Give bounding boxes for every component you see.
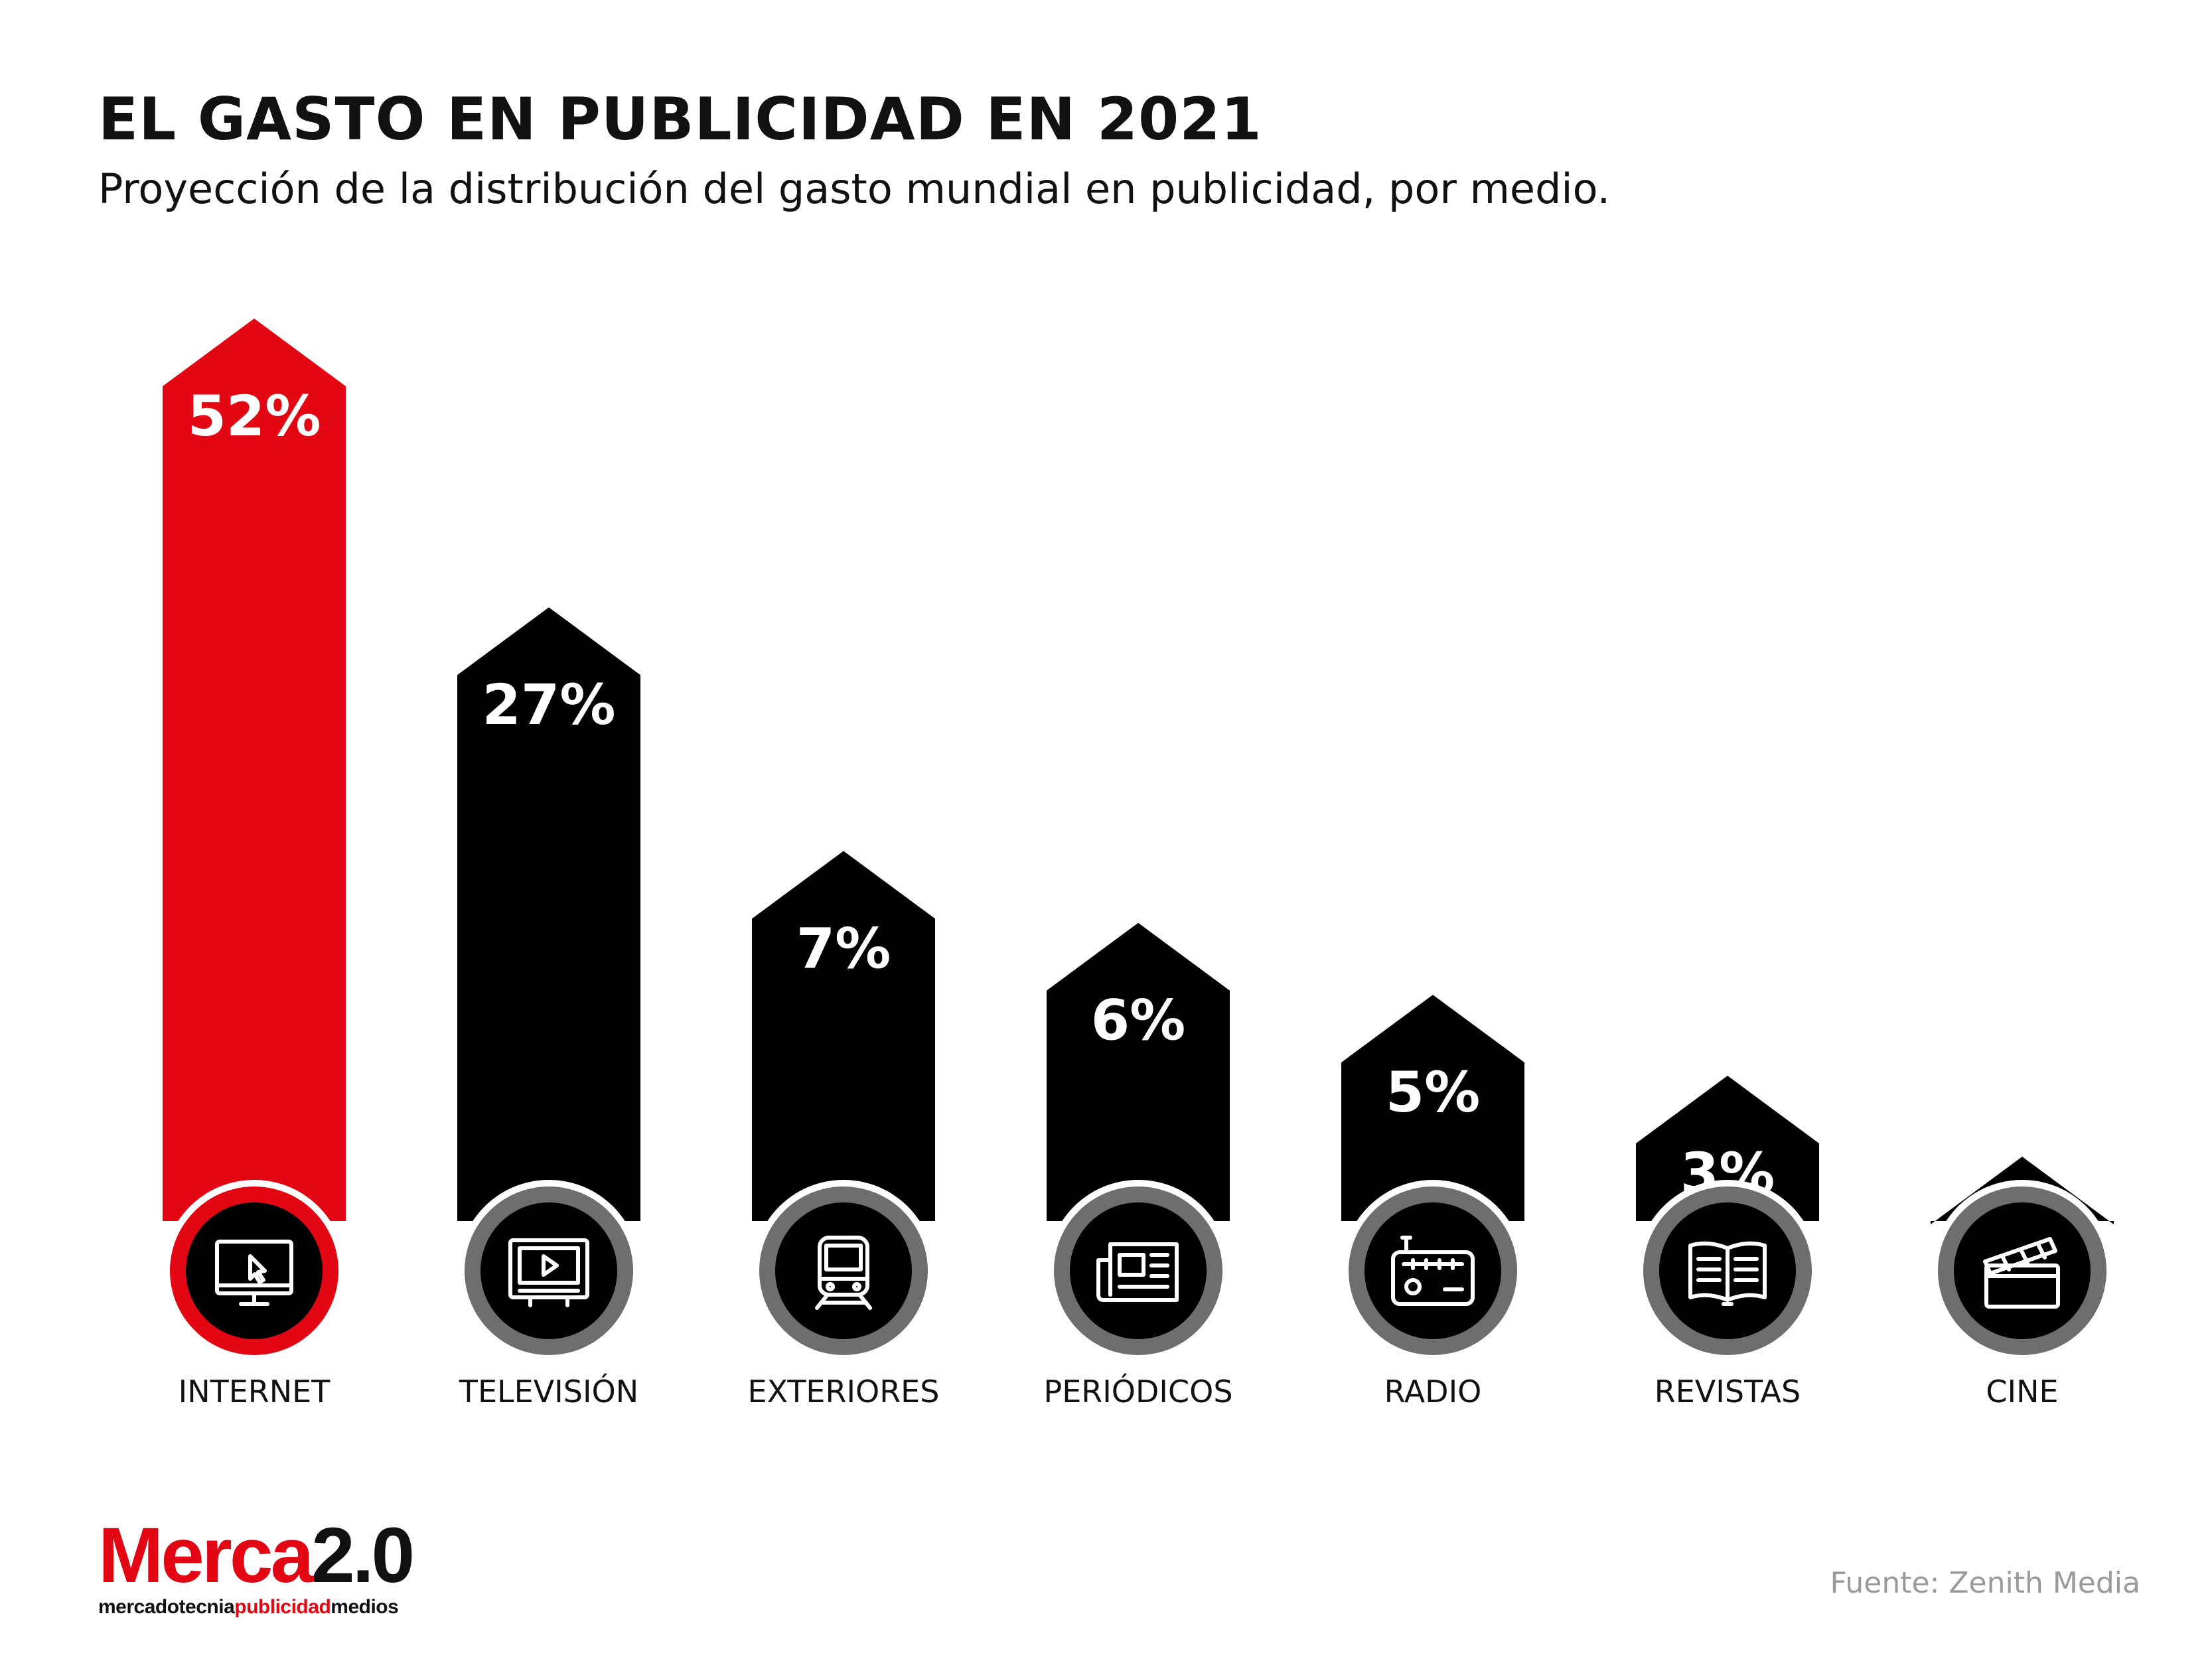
monitor-cursor-icon: [163, 1180, 345, 1362]
category-label: REVISTAS: [1655, 1374, 1801, 1409]
bar-revistas: [1636, 1076, 1819, 1221]
magazine-icon: [1637, 1180, 1818, 1362]
category-label: TELEVISIÓN: [459, 1374, 638, 1409]
logo-wordmark: Merca2.0: [98, 1512, 415, 1599]
category-label: PERIÓDICOS: [1043, 1374, 1232, 1409]
brand-logo: Merca2.0 mercadotecniapublicidadmedios: [98, 1512, 415, 1619]
category-label: EXTERIORES: [748, 1374, 940, 1409]
category-label: CINE: [1986, 1374, 2058, 1409]
bar-value-label: 7%: [796, 916, 891, 981]
bar-value-label: 5%: [1386, 1060, 1481, 1125]
chart-subtitle: Proyección de la distribución del gasto …: [98, 165, 1611, 213]
bar-periódicos: [1047, 922, 1230, 1221]
bar-value-label: 52%: [187, 384, 321, 449]
chart-title: EL GASTO EN PUBLICIDAD EN 2021: [98, 85, 1262, 153]
bar-internet: [163, 319, 346, 1221]
bar-value-label: 6%: [1091, 988, 1186, 1053]
train-icon: [753, 1180, 934, 1362]
radio-icon: [1342, 1180, 1524, 1362]
bar-televisión: [457, 607, 640, 1221]
clapperboard-icon: [1931, 1180, 2113, 1362]
logo-tagline: mercadotecniapublicidadmedios: [98, 1596, 399, 1618]
television-icon: [458, 1180, 640, 1362]
bar-radio: [1341, 995, 1524, 1221]
bar-exteriores: [752, 851, 935, 1221]
newspaper-icon: [1047, 1180, 1229, 1362]
source-note: Fuente: Zenith Media: [1830, 1566, 2140, 1600]
bar-chart: 52% INTERNET 27% TELEVISIÓN 7% EXTERIORES 6% PE…: [163, 319, 2114, 1409]
category-label: INTERNET: [179, 1374, 331, 1409]
bar-value-label: 27%: [482, 672, 615, 737]
category-label: RADIO: [1384, 1374, 1482, 1409]
